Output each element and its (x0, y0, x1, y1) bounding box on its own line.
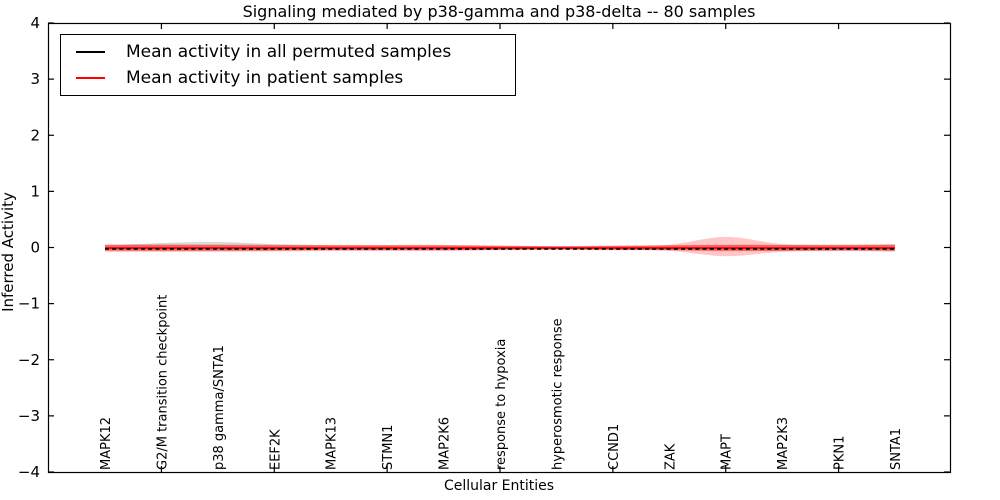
patient-line-swatch (76, 77, 105, 79)
x-tick-label: STMN1 (381, 425, 396, 470)
x-tick-label: CCND1 (607, 424, 622, 470)
y-tick-label: −2 (18, 351, 40, 369)
legend-label-permuted: Mean activity in all permuted samples (126, 42, 452, 62)
x-tick-label: MAP2K6 (438, 417, 453, 470)
legend-item-permuted: Mean activity in all permuted samples (61, 39, 515, 65)
permuted-line-swatch (76, 51, 105, 53)
x-tick-label: G2/M transition checkpoint (155, 295, 170, 470)
legend-item-patient: Mean activity in patient samples (61, 65, 515, 91)
y-tick-label: 4 (30, 14, 40, 32)
x-tick-label: PKN1 (833, 436, 848, 470)
x-tick-label: hyperosmotic response (550, 318, 565, 470)
y-tick-label: −4 (18, 463, 40, 481)
legend: Mean activity in all permuted samples Me… (60, 34, 516, 96)
x-tick-label: MAPK12 (99, 417, 114, 470)
y-tick-label: 2 (30, 126, 40, 144)
chart-title: Signaling mediated by p38-gamma and p38-… (242, 2, 756, 21)
y-tick-label: 1 (30, 182, 40, 200)
y-tick-label: 0 (30, 239, 40, 257)
x-tick-label: SNTA1 (889, 428, 904, 470)
x-tick-label: EEF2K (268, 429, 283, 470)
x-axis-label: Cellular Entities (443, 478, 555, 494)
x-tick-label: MAPK13 (325, 417, 340, 470)
x-tick-label: MAPT (720, 434, 735, 470)
x-tick-label: ZAK (663, 443, 678, 470)
y-tick-label: 3 (30, 70, 40, 88)
x-tick-label: response to hypoxia (494, 339, 509, 470)
y-tick-label: −3 (18, 407, 40, 425)
patient-band-outer (105, 236, 895, 257)
x-tick-label: p38 gamma/SNTA1 (212, 345, 227, 470)
y-tick-label: −1 (18, 295, 40, 313)
x-tick-label: MAP2K3 (776, 417, 791, 470)
legend-label-patient: Mean activity in patient samples (126, 68, 404, 88)
